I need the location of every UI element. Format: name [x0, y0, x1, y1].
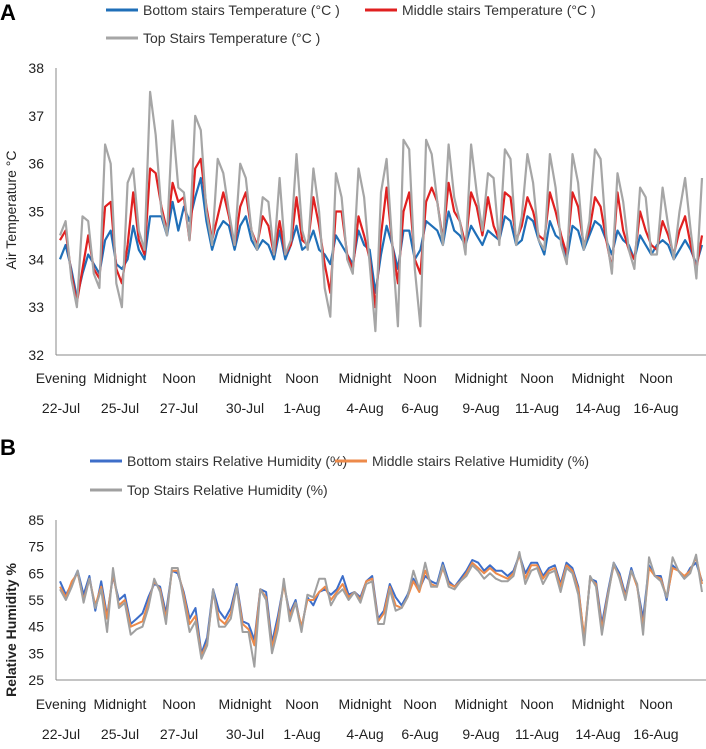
x-date-label: 11-Aug: [515, 726, 559, 742]
panel-a-ylabel: Air Temperature °C: [3, 151, 19, 270]
series-line-top: [58, 90, 704, 333]
y-tick-label: 55: [28, 592, 44, 608]
x-date-label: 6-Aug: [401, 400, 438, 416]
y-tick-label: 33: [28, 299, 44, 315]
x-date-label: 1-Aug: [283, 726, 320, 742]
x-date-label: 11-Aug: [515, 400, 559, 416]
y-tick-label: 75: [28, 539, 44, 555]
x-date-label: 30-Jul: [226, 400, 264, 416]
x-time-label: Midnight: [572, 370, 625, 386]
panel-b-letter: B: [0, 435, 16, 460]
x-time-label: Midnight: [455, 696, 508, 712]
x-time-label: Noon: [520, 370, 553, 386]
x-time-label: Noon: [162, 696, 195, 712]
y-tick-label: 34: [28, 251, 44, 267]
panel-b-plot: 25 35 45 55 65 75 85 Evening Midnight Noon Midnigh…: [28, 512, 706, 742]
x-date-label: 27-Jul: [160, 726, 198, 742]
x-time-label: Noon: [403, 370, 436, 386]
x-date-label: 25-Jul: [101, 400, 139, 416]
x-date-label: 30-Jul: [226, 726, 264, 742]
y-tick-label: 35: [28, 204, 44, 220]
x-time-label: Midnight: [219, 370, 272, 386]
x-time-label: Midnight: [94, 696, 147, 712]
x-time-label: Noon: [639, 696, 672, 712]
x-date-label: 16-Aug: [633, 726, 678, 742]
legend-b-middle-label: Middle stairs Relative Humidity (%): [372, 453, 589, 469]
y-tick-label: 36: [28, 156, 44, 172]
y-tick-label: 45: [28, 619, 44, 635]
x-time-label: Midnight: [94, 370, 147, 386]
x-time-label: Evening: [36, 370, 87, 386]
x-time-label: Midnight: [339, 696, 392, 712]
x-time-label: Noon: [639, 370, 672, 386]
panel-a-legend: Bottom stairs Temperature (°C ) Middle s…: [106, 2, 596, 46]
x-date-label: 16-Aug: [633, 400, 678, 416]
series-line-top: [59, 551, 703, 668]
x-time-label: Midnight: [572, 696, 625, 712]
x-date-label: 22-Jul: [42, 726, 80, 742]
x-date-label: 6-Aug: [401, 726, 438, 742]
legend-a-top-label: Top Stairs Temperature (°C ): [143, 30, 320, 46]
y-tick-label: 65: [28, 565, 44, 581]
x-time-label: Noon: [162, 370, 195, 386]
x-time-label: Midnight: [339, 370, 392, 386]
y-tick-label: 35: [28, 645, 44, 661]
legend-a-middle-label: Middle stairs Temperature (°C ): [402, 2, 596, 18]
x-date-label: 4-Aug: [346, 400, 383, 416]
x-date-label: 14-Aug: [575, 400, 620, 416]
y-tick-label: 25: [28, 672, 44, 688]
x-time-label: Noon: [520, 696, 553, 712]
legend-a-bottom-label: Bottom stairs Temperature (°C ): [143, 2, 340, 18]
x-time-label: Noon: [403, 696, 436, 712]
y-tick-label: 85: [28, 512, 44, 528]
panel-a-plot: 32 33 34 35 36 37 38 Evening Midnight Noon Midnigh…: [28, 60, 706, 416]
x-date-label: 22-Jul: [42, 400, 80, 416]
y-tick-label: 37: [28, 108, 44, 124]
x-date-label: 25-Jul: [101, 726, 139, 742]
x-time-label: Midnight: [219, 696, 272, 712]
legend-b-bottom-label: Bottom stairs Relative Humidity (%): [127, 453, 347, 469]
x-date-label: 9-Aug: [462, 726, 499, 742]
panel-b-legend: Bottom stairs Relative Humidity (%) Midd…: [90, 453, 589, 498]
x-time-label: Midnight: [455, 370, 508, 386]
panel-a-letter: A: [0, 0, 16, 25]
y-tick-label: 38: [28, 60, 44, 76]
x-date-label: 14-Aug: [575, 726, 620, 742]
legend-b-top-label: Top Stairs Relative Humidity (%): [127, 482, 328, 498]
x-time-label: Noon: [285, 696, 318, 712]
x-time-label: Evening: [36, 696, 87, 712]
x-date-label: 4-Aug: [346, 726, 383, 742]
x-date-label: 1-Aug: [283, 400, 320, 416]
x-date-label: 9-Aug: [462, 400, 499, 416]
x-time-label: Noon: [285, 370, 318, 386]
panel-b-ylabel: Relative Humidity %: [3, 563, 19, 697]
y-tick-label: 32: [28, 347, 44, 363]
x-date-label: 27-Jul: [160, 400, 198, 416]
